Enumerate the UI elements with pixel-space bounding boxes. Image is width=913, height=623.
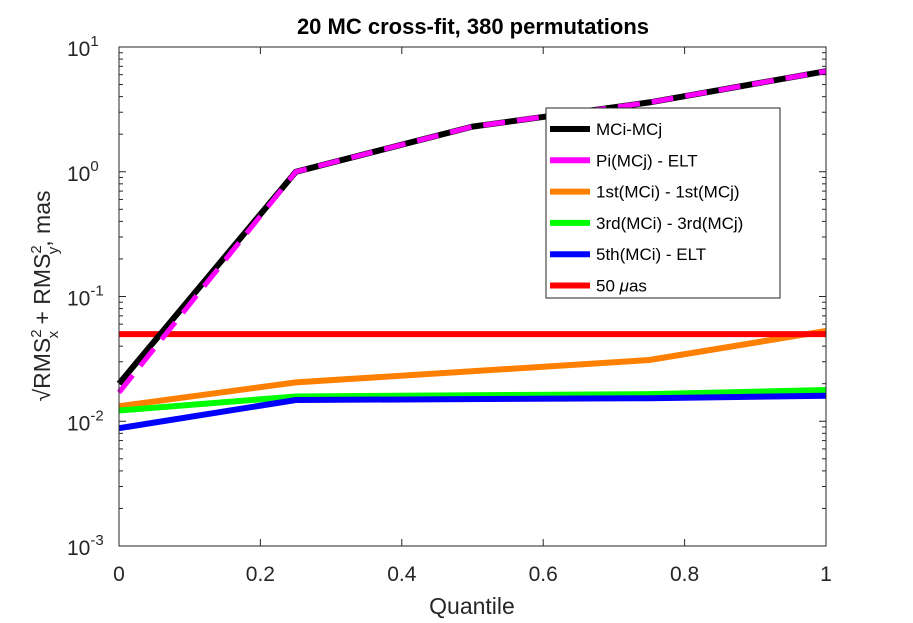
- y-tick-label: 101: [67, 33, 99, 61]
- y-tick-base: 10: [67, 163, 90, 186]
- ylabel-sup2: 2: [28, 245, 45, 253]
- legend-label-prefix: 50: [596, 277, 620, 296]
- chart-title: 20 MC cross-fit, 380 permutations: [297, 14, 649, 39]
- legend-label-2: 1st(MCi) - 1st(MCj): [596, 183, 740, 202]
- series-line-1: [117, 68, 827, 395]
- y-tick-exponent: -2: [90, 407, 103, 424]
- series-layer: [116, 68, 827, 432]
- y-tick-base: 10: [67, 38, 90, 61]
- legend-label-4: 5th(MCi) - ELT: [596, 245, 706, 264]
- series-line-4: [118, 392, 827, 432]
- x-axis-label: Quantile: [429, 593, 515, 619]
- y-tick-label: 10-1: [67, 283, 104, 311]
- legend-label-suffix: as: [629, 277, 647, 296]
- x-tick-label: 1: [820, 563, 832, 586]
- x-tick-label: 0.2: [246, 563, 275, 586]
- legend-label-5: 50 μas: [596, 277, 647, 296]
- svg-text:√RMS2x + RMS2y, mas: √RMS2x + RMS2y, mas: [28, 191, 62, 402]
- x-tick-labels: 0 0.2 0.4 0.6 0.8 1: [113, 47, 832, 586]
- ylabel-sqrt: √: [29, 389, 55, 402]
- y-tick-base: 10: [67, 412, 90, 435]
- ylabel-plus: + RMS: [29, 254, 55, 331]
- x-tick-label: 0.8: [670, 563, 699, 586]
- legend-label-1: Pi(MCj) - ELT: [596, 151, 698, 170]
- legend: MCi-MCj Pi(MCj) - ELT 1st(MCi) - 1st(MCj) 3…: [545, 107, 781, 299]
- y-tick-label: 10-3: [67, 532, 104, 560]
- x-tick-label: 0.4: [387, 563, 417, 586]
- y-tick-exponent: 0: [90, 158, 98, 175]
- ylabel-rms1: RMS: [29, 338, 55, 389]
- series-line-3: [118, 387, 827, 414]
- ylabel-sub1: x: [45, 330, 62, 338]
- legend-label-3: 3rd(MCi) - 3rd(MCj): [596, 214, 743, 233]
- y-tick-exponent: 1: [90, 33, 98, 50]
- ylabel-sup1: 2: [28, 329, 45, 337]
- y-tick-label: 100: [67, 158, 99, 186]
- legend-label-0: MCi-MCj: [596, 120, 662, 139]
- y-tick-base: 10: [67, 537, 90, 560]
- legend-label-mu: μ: [619, 277, 630, 296]
- ylabel-sub2: y: [45, 246, 62, 254]
- legend-box: [545, 107, 781, 299]
- series-line-2: [118, 327, 827, 410]
- x-tick-label: 0.6: [529, 563, 558, 586]
- x-tick-label: 0: [113, 563, 125, 586]
- y-axis-label: √RMS2x + RMS2y, mas: [28, 191, 62, 402]
- y-tick-base: 10: [67, 288, 90, 311]
- ylabel-tail: , mas: [29, 191, 55, 247]
- minor-ticks: [119, 52, 826, 509]
- y-tick-exponent: -1: [90, 283, 103, 300]
- y-tick-label: 10-2: [67, 407, 104, 435]
- y-tick-exponent: -3: [90, 532, 103, 549]
